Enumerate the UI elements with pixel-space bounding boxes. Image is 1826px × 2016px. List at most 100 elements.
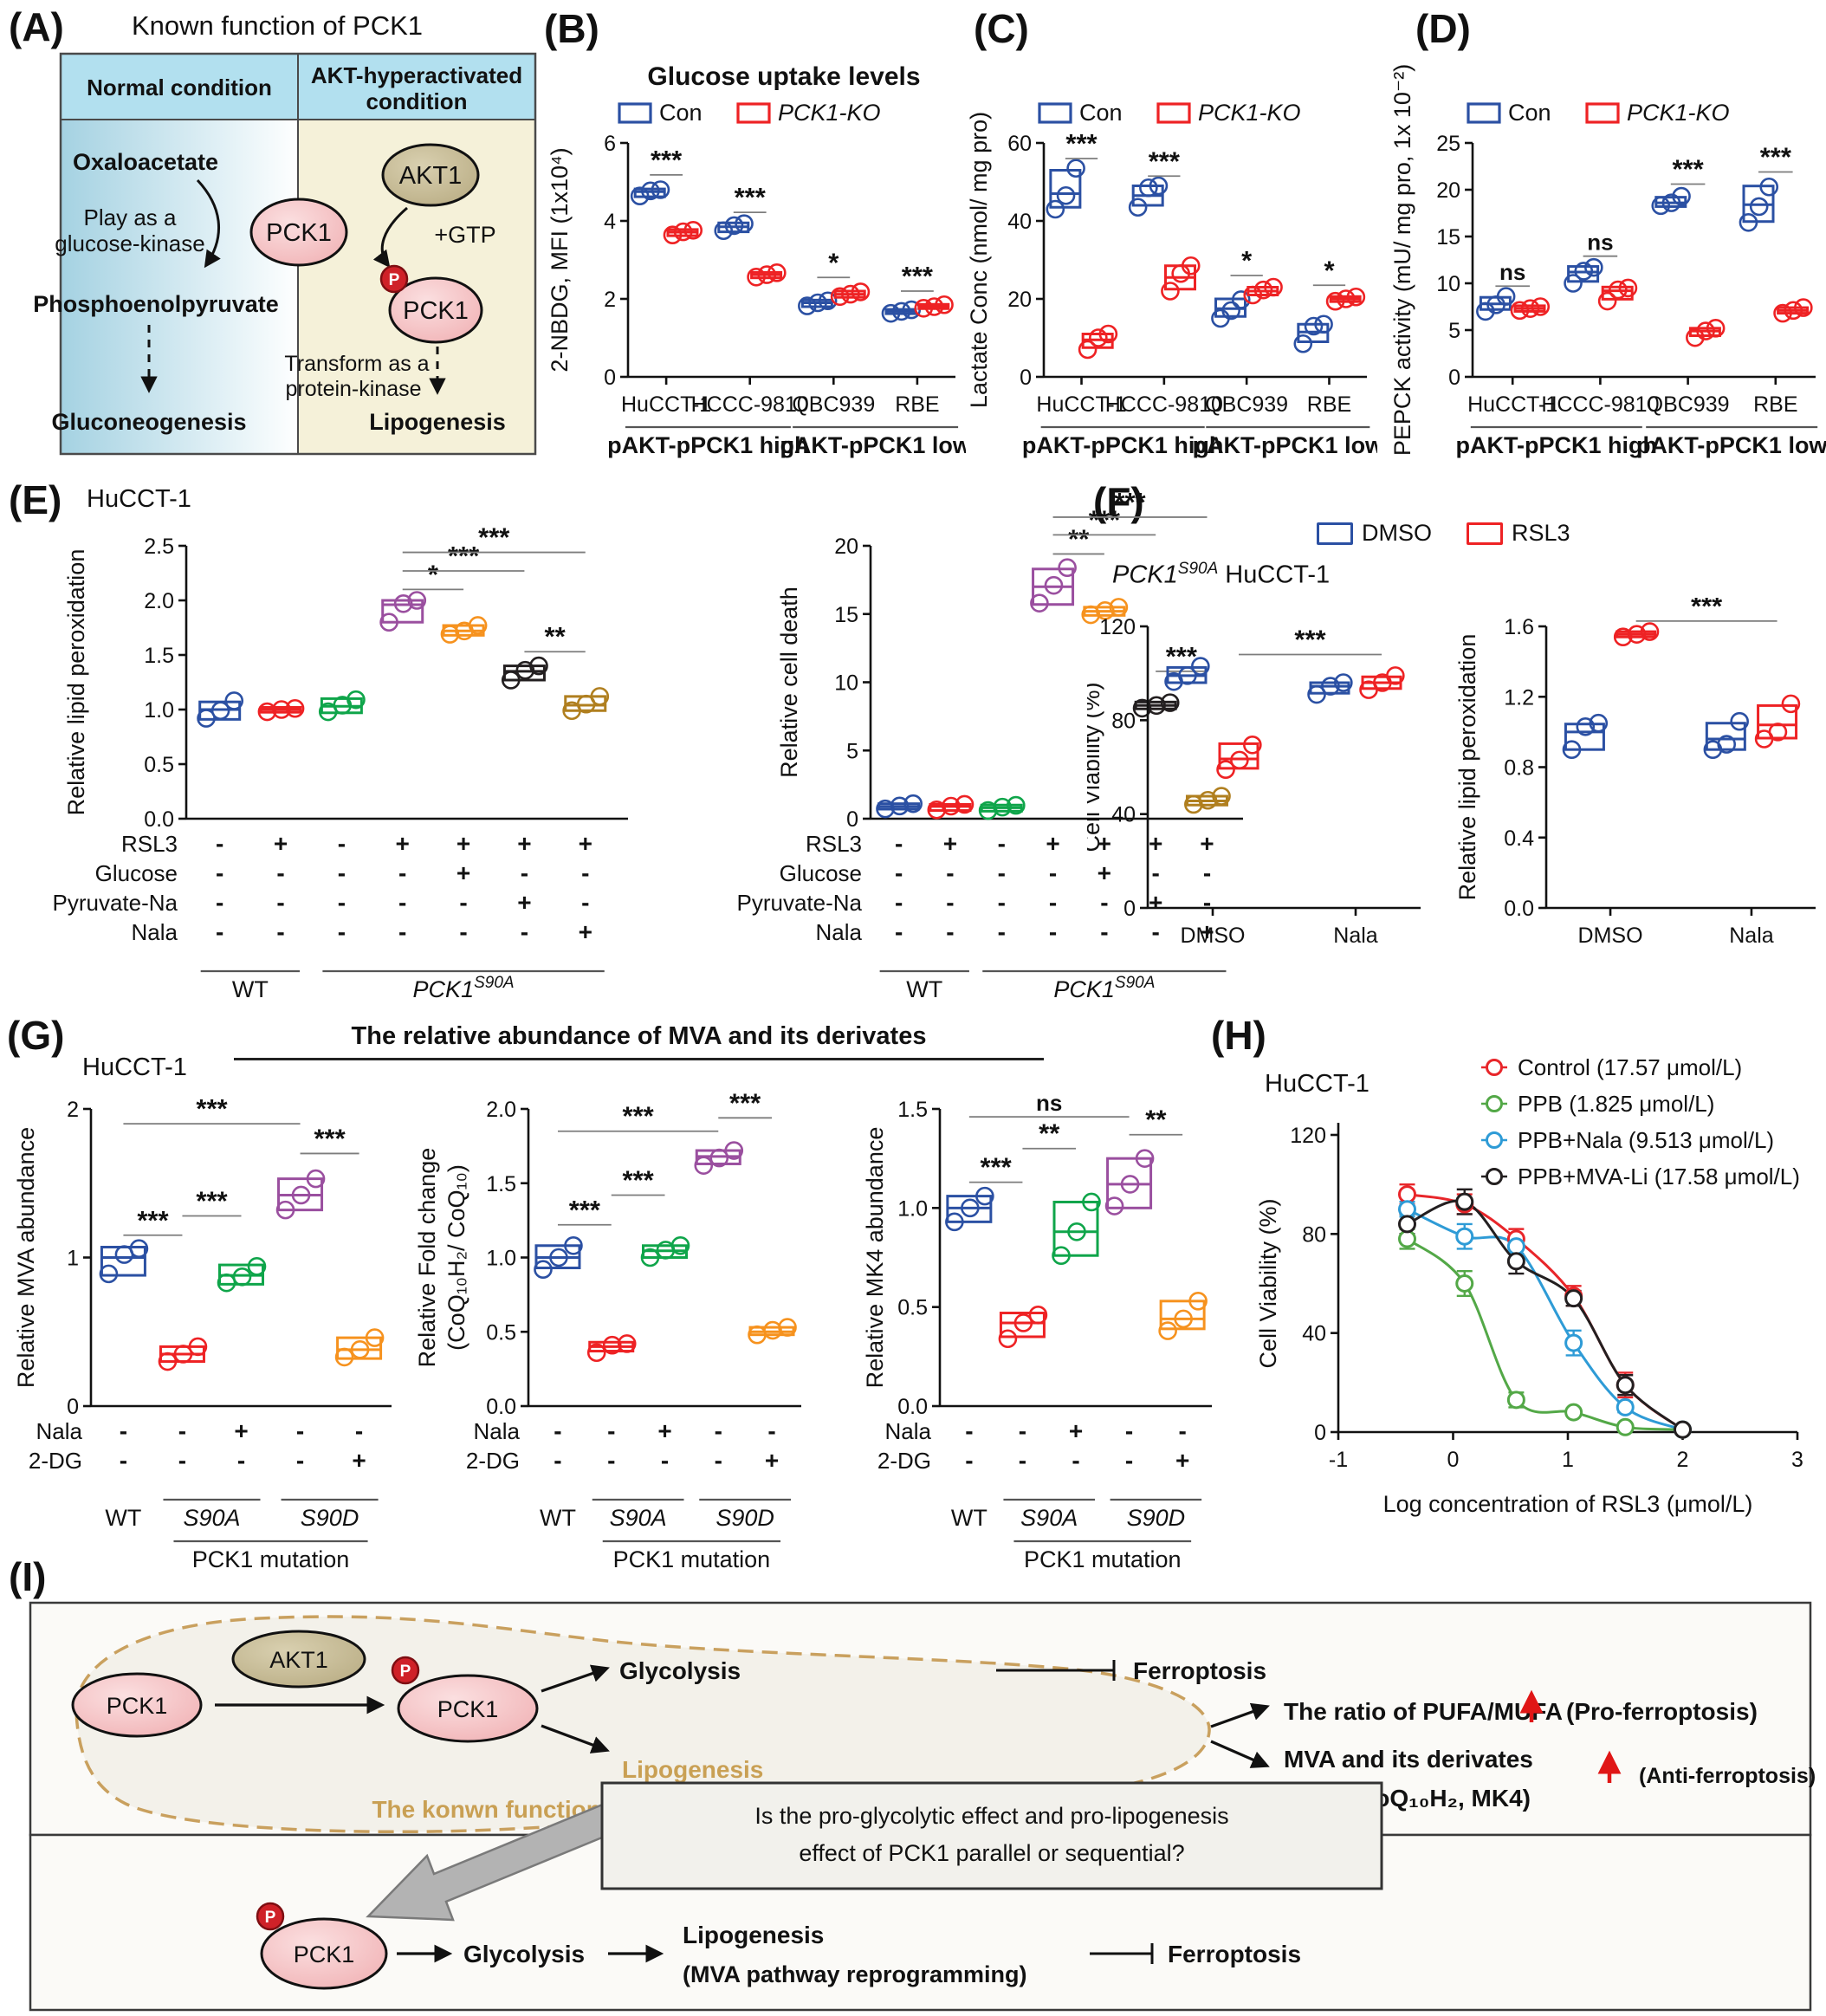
summary-diagram: PCK1 AKT1 PCK1 P Glycolysis Ferroptosis … [29, 1601, 1816, 2012]
svg-text:HCCC-9810: HCCC-9810 [1541, 392, 1659, 417]
svg-text:RBE: RBE [1307, 392, 1351, 417]
svg-text:S90D: S90D [716, 1505, 774, 1531]
svg-text:Con: Con [1079, 100, 1123, 126]
svg-text:RSL3: RSL3 [806, 831, 862, 857]
akt1-node [381, 143, 480, 207]
pepck-activity-chart: 0 5 10 15 20 25 HuCCT-1 HCCC-9810 QBC939 RBE PEPCK… [1386, 61, 1826, 459]
svg-text:-: - [178, 1447, 186, 1474]
svg-text:-: - [521, 918, 528, 945]
svg-text:0.0: 0.0 [486, 1395, 516, 1419]
svg-text:-: - [1049, 859, 1057, 886]
svg-text:-: - [296, 1417, 304, 1444]
svg-text:***: *** [196, 1185, 228, 1215]
svg-text:-: - [1178, 1417, 1186, 1444]
svg-text:40: 40 [1302, 1322, 1326, 1346]
svg-text:+: + [517, 830, 531, 857]
p-pck1-node-label: PCK1 [403, 297, 469, 325]
svg-text:-: - [607, 1447, 615, 1474]
svg-text:PPB (1.825 μmol/L): PPB (1.825 μmol/L) [1518, 1091, 1714, 1117]
svg-text:5: 5 [1448, 319, 1460, 343]
svg-text:-: - [1152, 918, 1160, 945]
svg-text:10: 10 [1436, 272, 1460, 296]
svg-text:pAKT-pPCK1 high: pAKT-pPCK1 high [1022, 432, 1223, 458]
question-box [600, 1781, 1383, 1890]
glycolysis-bottom-label: Glycolysis [463, 1941, 585, 1967]
protein-kinase-note-2: protein-kinase [285, 377, 421, 401]
svg-text:PCK1-KO: PCK1-KO [1627, 100, 1730, 126]
svg-text:QBC939: QBC939 [1647, 392, 1730, 417]
legend-item-dmso: DMSO [1317, 520, 1432, 547]
svg-text:Cell Viability (%): Cell Viability (%) [1255, 1198, 1281, 1368]
glucose-kinase-note-1: Play as a [84, 204, 177, 230]
pck1-node-bottom-label: PCK1 [294, 1941, 355, 1967]
svg-text:2.0: 2.0 [144, 589, 174, 613]
dose-response-chart: 0 40 80 120 -1 0 1 2 3 Cell Viability (%) Log conc… [1239, 1040, 1826, 1559]
svg-text:-: - [398, 889, 406, 916]
svg-text:PCK1 mutation: PCK1 mutation [613, 1546, 771, 1572]
oxaloacetate-label: Oxaloacetate [73, 149, 218, 175]
svg-text:0: 0 [1447, 1448, 1460, 1472]
svg-text:***: *** [623, 1164, 655, 1195]
glucose-uptake-chart: 0 2 4 6 HuCCT-1 HCCC-9810 QBC939 RBE 2-NBDG, MFI… [546, 61, 966, 459]
svg-text:WT: WT [540, 1505, 576, 1531]
svg-text:1.0: 1.0 [897, 1196, 928, 1221]
svg-text:60: 60 [1007, 132, 1032, 156]
glucose-uptake-title: Glucose uptake levels [647, 62, 921, 91]
svg-text:pAKT-pPCK1 low: pAKT-pPCK1 low [1193, 432, 1377, 458]
dmso-label: DMSO [1362, 520, 1432, 546]
panel-d-letter: (D) [1415, 6, 1471, 51]
svg-text:(CoQ₁₀H₂/ CoQ₁₀): (CoQ₁₀H₂/ CoQ₁₀) [444, 1164, 469, 1351]
svg-text:Cell Viability (%): Cell Viability (%) [1087, 682, 1104, 852]
svg-text:-: - [895, 889, 903, 916]
akt1-node-label: AKT1 [399, 162, 463, 190]
svg-text:PCK1-KO: PCK1-KO [1198, 100, 1301, 126]
svg-text:+: + [1098, 859, 1111, 886]
svg-text:-: - [355, 1417, 363, 1444]
svg-text:+: + [352, 1447, 366, 1474]
svg-text:-: - [965, 1447, 973, 1474]
svg-text:Glucose: Glucose [780, 860, 862, 886]
svg-text:-: - [216, 859, 223, 886]
panel-b-letter: (B) [544, 6, 599, 51]
svg-text:***: *** [314, 1123, 346, 1153]
svg-text:ns: ns [1587, 230, 1613, 256]
svg-text:2-DG: 2-DG [29, 1448, 82, 1474]
svg-text:HuCCT-1: HuCCT-1 [1036, 392, 1126, 417]
svg-text:+: + [1175, 1447, 1189, 1474]
svg-text:-: - [1100, 889, 1108, 916]
svg-text:HCCC-9810: HCCC-9810 [691, 392, 809, 417]
svg-text:80: 80 [1111, 709, 1136, 733]
svg-text:***: *** [448, 541, 480, 571]
svg-text:0.0: 0.0 [897, 1395, 928, 1419]
svg-text:***: *** [1691, 598, 1723, 621]
svg-text:-: - [1019, 1417, 1026, 1444]
svg-text:Nala: Nala [1729, 924, 1774, 948]
viability-nala-chart: 0 40 80 120 DMSO Nala Cell Viability (%) *** [1087, 598, 1434, 1005]
legend-item-rsl3: RSL3 [1467, 520, 1570, 547]
svg-text:+: + [456, 830, 470, 857]
svg-text:Nala: Nala [1333, 924, 1378, 948]
svg-text:-: - [1203, 859, 1211, 886]
svg-text:***: *** [1149, 146, 1181, 176]
svg-text:2.0: 2.0 [486, 1098, 516, 1122]
svg-text:Pyruvate-Na: Pyruvate-Na [737, 890, 863, 916]
svg-text:6: 6 [604, 132, 616, 156]
svg-text:-: - [338, 889, 346, 916]
svg-text:PCK1S90A: PCK1S90A [413, 974, 515, 1002]
svg-text:-: - [1100, 918, 1108, 945]
svg-text:RBE: RBE [895, 392, 939, 417]
panel-f-title: PCK1S90A HuCCT-1 [1112, 560, 1330, 590]
svg-text:WT: WT [232, 976, 269, 1002]
svg-text:20: 20 [834, 535, 858, 559]
panel-a-title: Known function of PCK1 [132, 10, 423, 41]
pck1-node-bottom [260, 1917, 388, 1990]
svg-text:QBC939: QBC939 [1205, 392, 1288, 417]
svg-text:-: - [216, 918, 223, 945]
glycolysis-top-label: Glycolysis [619, 1657, 741, 1684]
svg-text:-: - [965, 1417, 973, 1444]
svg-text:-: - [1019, 1447, 1026, 1474]
svg-text:***: *** [569, 1195, 601, 1225]
svg-text:-: - [661, 1447, 669, 1474]
p-pck1-node [388, 276, 483, 344]
